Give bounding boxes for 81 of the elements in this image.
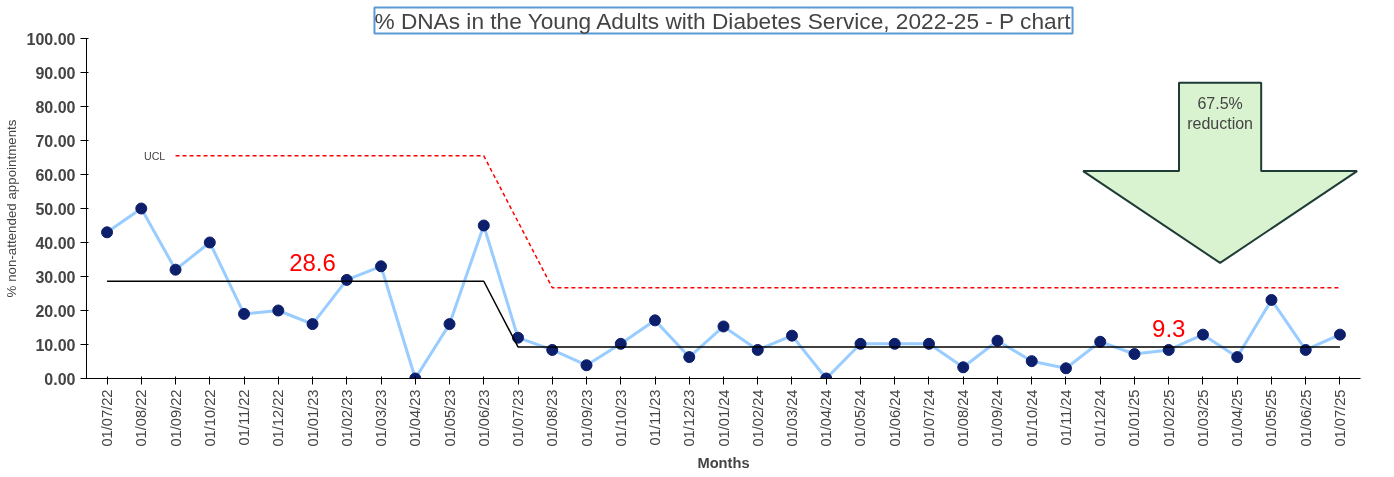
point <box>1231 351 1244 364</box>
x-tick-label: 01/08/22 <box>133 389 150 447</box>
x-tick-label: 01/12/24 <box>1092 389 1109 447</box>
point <box>101 226 114 239</box>
point <box>1128 348 1141 361</box>
y-tick-label: 20.00 <box>35 302 76 320</box>
point <box>717 320 730 333</box>
x-tick-label: 01/05/25 <box>1263 389 1280 447</box>
point <box>580 359 593 372</box>
y-tick-label: 60.00 <box>35 166 76 184</box>
point <box>443 318 456 331</box>
x-tick-label: 01/11/24 <box>1057 389 1074 446</box>
point <box>1333 328 1346 341</box>
x-tick-label: 01/06/24 <box>886 389 903 447</box>
y-axis-title: % non-attended appointments <box>3 119 19 298</box>
y-tick-label: 70.00 <box>35 132 76 150</box>
y-tick-label: 90.00 <box>35 64 76 82</box>
annotation: 28.6 <box>289 249 336 277</box>
x-tick-label: 01/03/23 <box>373 389 390 447</box>
point <box>991 334 1004 347</box>
x-tick-label: 01/09/22 <box>167 389 184 447</box>
point <box>683 351 696 364</box>
annotation: UCL <box>143 149 166 162</box>
point <box>512 331 525 344</box>
x-tick-label: 01/09/24 <box>989 389 1006 447</box>
x-tick-label: 01/01/24 <box>715 389 732 447</box>
x-tick-label: 01/05/23 <box>441 389 458 447</box>
chart-title: % DNAs in the Young Adults with Diabetes Service, 2022-25 - P chart <box>374 7 1072 34</box>
x-tick-label: 01/09/23 <box>578 389 595 447</box>
x-tick-label: 01/02/25 <box>1160 389 1177 447</box>
point <box>203 236 216 249</box>
x-tick-label: 01/10/22 <box>201 389 218 447</box>
x-tick-label: 01/03/25 <box>1194 389 1211 447</box>
x-tick-label: 01/04/25 <box>1229 389 1246 447</box>
x-tick-label: 01/10/24 <box>1023 389 1040 447</box>
x-tick-label: 01/08/24 <box>955 389 972 447</box>
x-tick-label: 01/02/24 <box>749 389 766 447</box>
point <box>1059 362 1072 375</box>
point <box>1265 293 1278 306</box>
x-tick-label: 01/06/25 <box>1297 389 1314 447</box>
x-axis-title: Months <box>697 454 750 471</box>
point <box>785 329 798 342</box>
x-tick-label: 01/07/22 <box>99 389 116 447</box>
y-tick-label: 0.00 <box>44 370 76 388</box>
x-tick-label: 01/01/23 <box>304 389 321 447</box>
x-tick-label: 01/04/24 <box>818 389 835 447</box>
point <box>477 219 490 232</box>
x-tick-label: 01/11/22 <box>236 389 253 446</box>
x-tick-label: 01/11/23 <box>647 389 664 446</box>
y-tick-label: 100.00 <box>26 30 76 48</box>
y-tick-label: 40.00 <box>35 234 76 252</box>
point <box>238 307 251 320</box>
x-tick-label: 01/01/25 <box>1126 389 1143 447</box>
x-tick-label: 01/10/23 <box>612 389 629 447</box>
x-tick-label: 01/12/22 <box>270 389 287 447</box>
y-tick-label: 80.00 <box>35 98 76 116</box>
annotation: 67.5% reduction <box>1187 94 1253 132</box>
x-tick-label: 01/07/24 <box>920 389 937 447</box>
x-tick-label: 01/04/23 <box>407 389 424 447</box>
x-tick-label: 01/06/23 <box>475 389 492 447</box>
x-tick-label: 01/05/24 <box>852 389 869 447</box>
point <box>1196 328 1209 341</box>
y-tick-label: 30.00 <box>35 268 76 286</box>
x-tick-label: 01/07/25 <box>1331 389 1348 447</box>
point <box>135 202 148 215</box>
x-tick-label: 01/08/23 <box>544 389 561 447</box>
point <box>375 260 388 273</box>
point <box>169 263 182 276</box>
y-tick-label: 50.00 <box>35 200 76 218</box>
x-tick-label: 01/02/23 <box>338 389 355 447</box>
x-tick-label: 01/07/23 <box>510 389 527 447</box>
point <box>306 318 319 331</box>
point <box>957 361 970 374</box>
annotation: 9.3 <box>1152 314 1186 342</box>
point <box>649 314 662 327</box>
x-tick-label: 01/03/24 <box>783 389 800 447</box>
point <box>1094 335 1107 348</box>
x-tick-label: 01/12/23 <box>681 389 698 447</box>
point <box>272 304 285 317</box>
point <box>1025 355 1038 368</box>
y-tick-label: 10.00 <box>35 336 76 354</box>
